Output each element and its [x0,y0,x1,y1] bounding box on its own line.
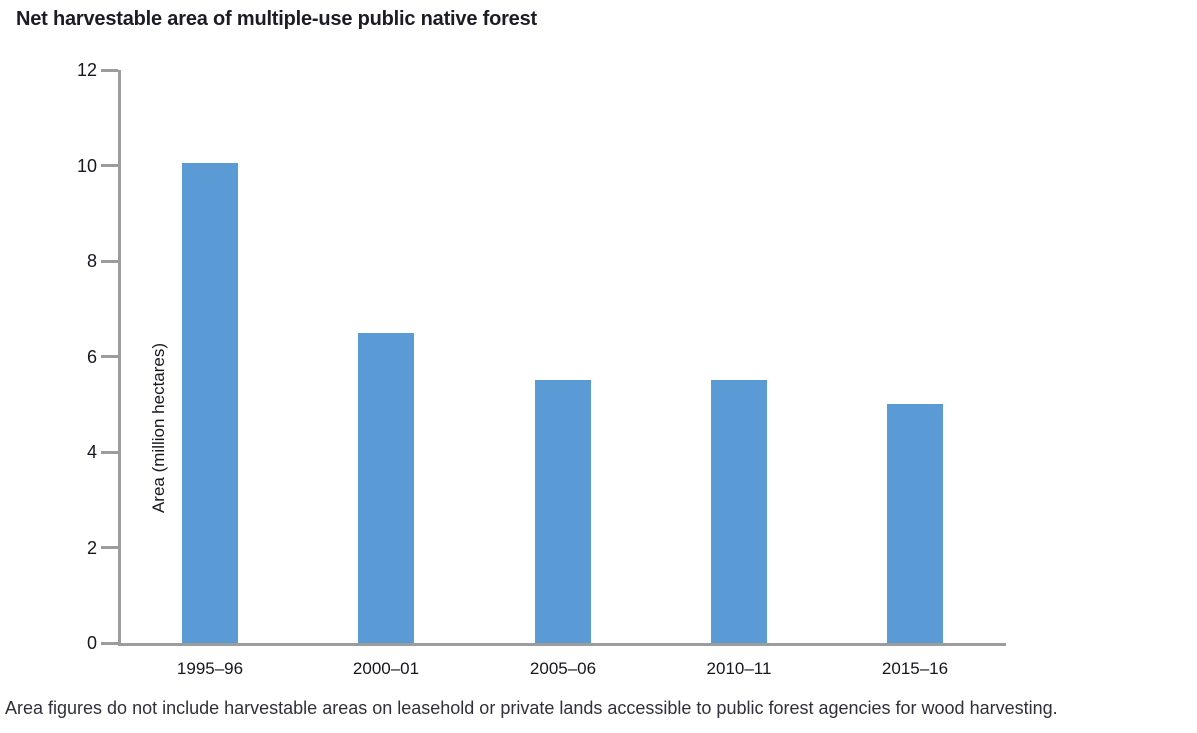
y-tick-label-2: 2 [86,537,97,558]
y-axis-title: Area (million hectares) [149,342,168,514]
bar-2010–11 [711,380,767,643]
bar-2000–01 [358,333,414,643]
y-tick-8 [101,259,118,263]
y-tick-2 [101,546,118,549]
x-label-2015–16: 2015–16 [881,659,949,678]
y-tick-label-6: 6 [86,346,97,367]
x-label-1995–96: 1995–96 [176,659,244,678]
y-tick-label-4: 4 [86,442,97,462]
x-label-2010–11: 2010–11 [706,659,772,678]
y-tick-4 [101,450,118,454]
plot-area: Area (million hectares) 0 2 4 6 8 10 12 [77,60,1006,653]
y-tick-label-12: 12 [76,60,97,80]
y-tick-0 [101,641,118,645]
x-label-2005–06: 2005–06 [529,659,597,678]
x-label-2000–01: 2000–01 [352,659,420,678]
y-tick-label-10: 10 [76,155,97,176]
y-tick-12 [101,68,118,72]
bar-1995–96 [182,163,238,643]
bar-2005–06 [535,380,591,643]
y-tick-6 [101,355,118,358]
bar-2015–16 [887,404,943,643]
y-tick-label-0: 0 [86,633,97,653]
y-tick-label-8: 8 [86,251,97,271]
chart-title: Net harvestable area of multiple-use pub… [16,8,537,30]
footnote: Area figures do not include harvestable … [5,698,1058,718]
y-tick-10 [101,164,118,167]
